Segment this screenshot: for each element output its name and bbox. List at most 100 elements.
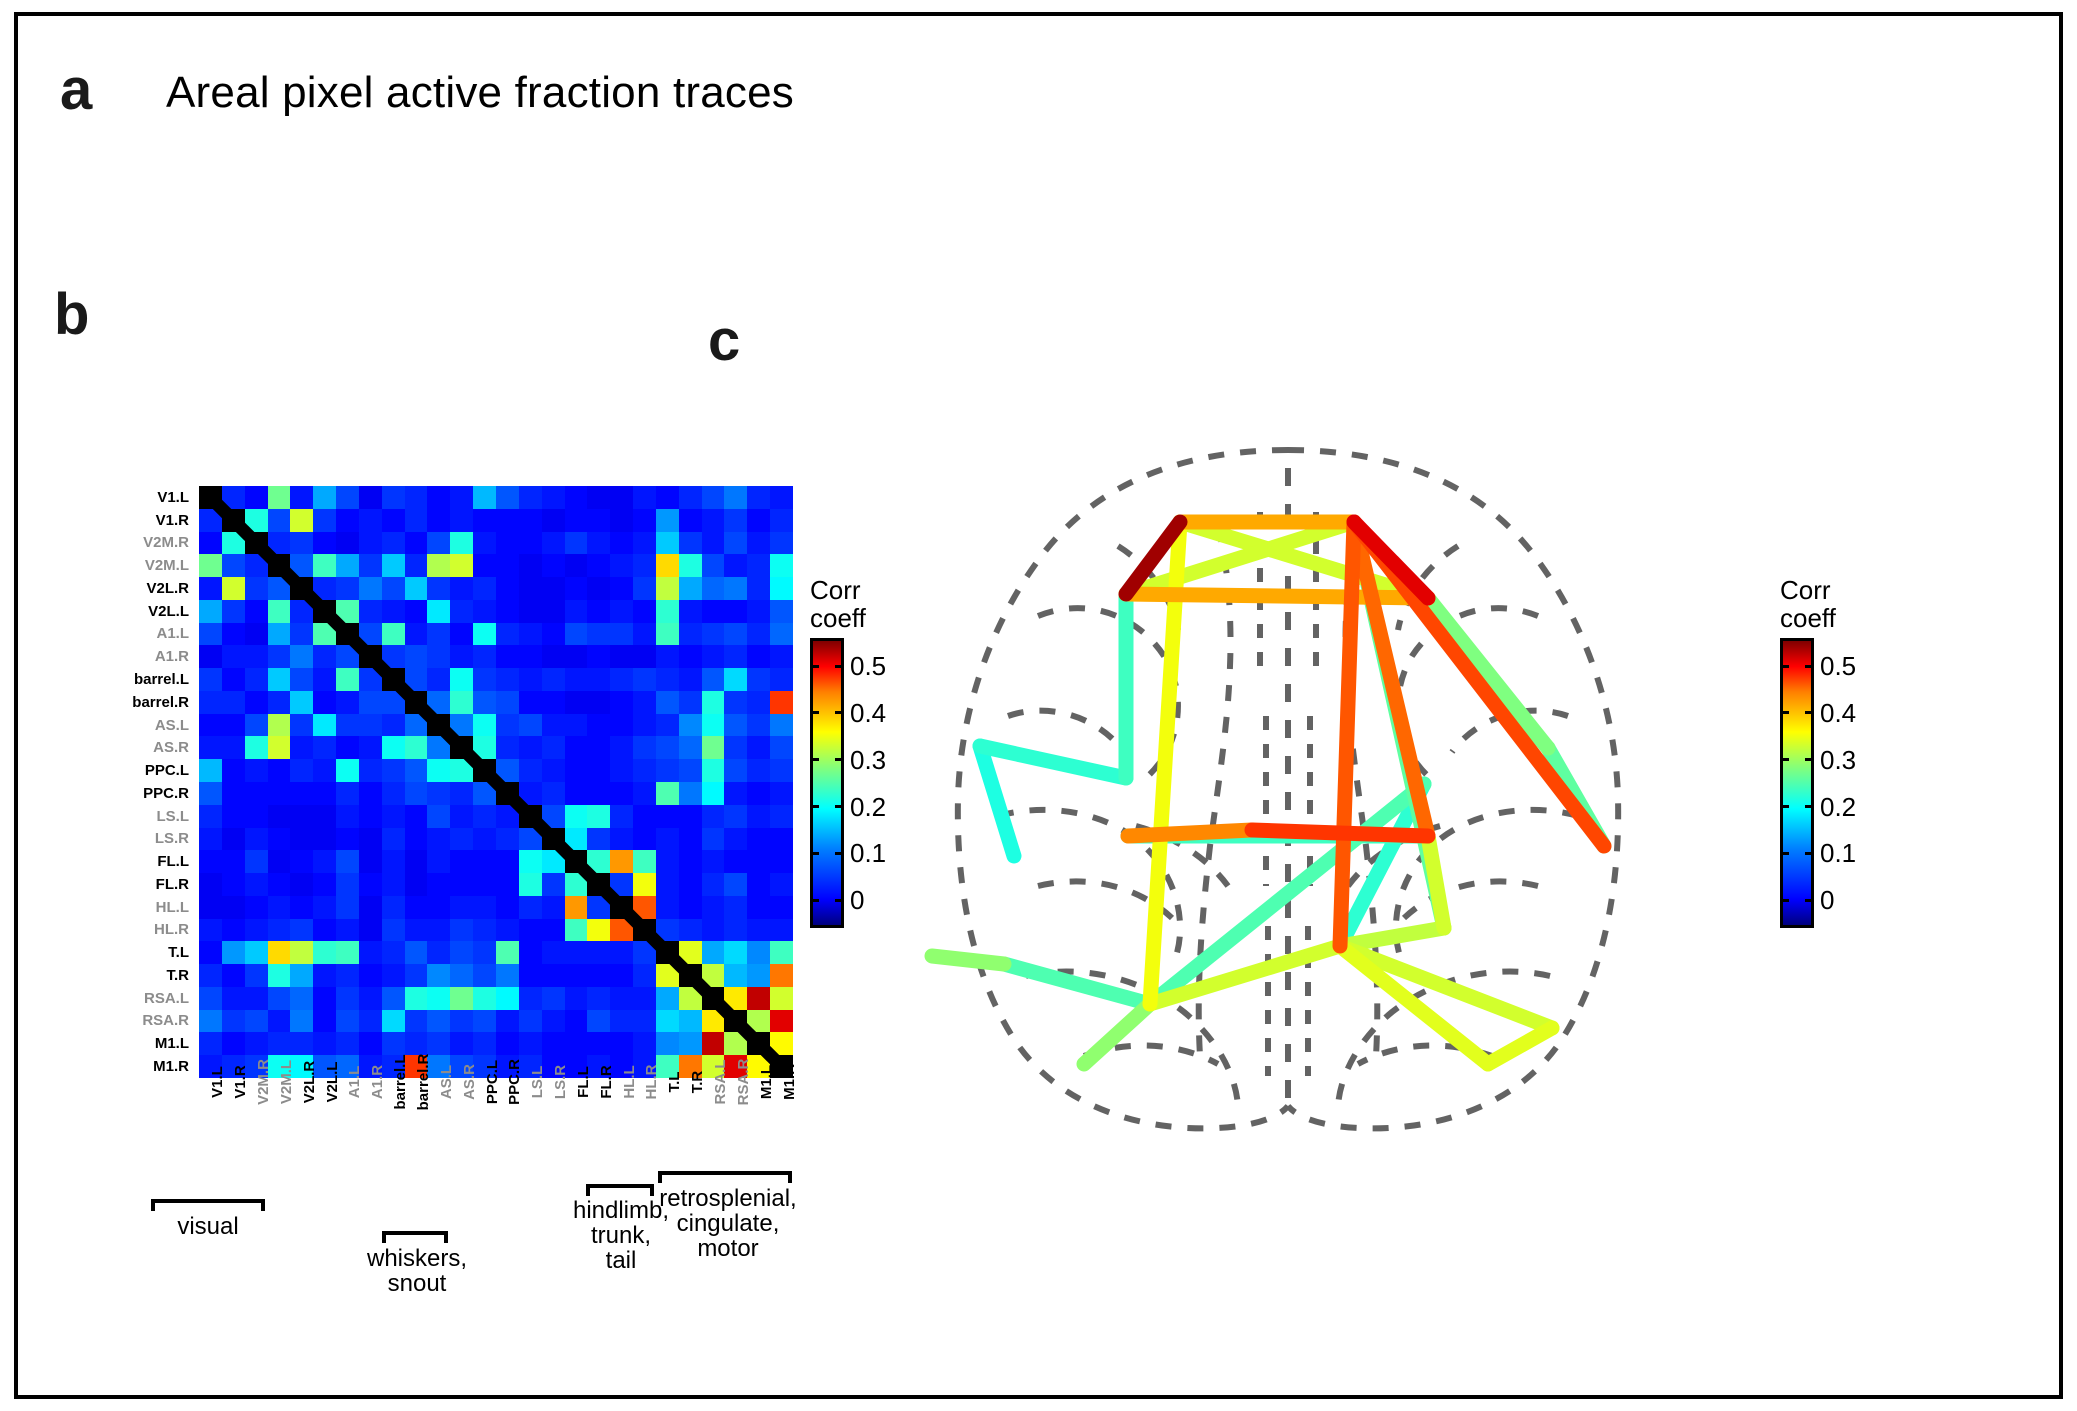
panel-b-colorbar-tick-labels: 0.5 0.4 0.3 0.2 0.1 0: [850, 638, 920, 928]
panel-b-colorbar-ticks: [810, 638, 844, 928]
group-label-hindlimb: hindlimb, trunk, tail: [572, 1197, 670, 1275]
colorbar-tick-label: 0.1: [850, 838, 887, 869]
matrix-row-label: HL.R: [154, 921, 189, 939]
colorbar-tick: [1805, 898, 1814, 902]
brain-network-edge[interactable]: [1118, 586, 1436, 606]
matrix-row-label: V1.R: [155, 511, 189, 529]
brain-network-edge[interactable]: [1172, 514, 1436, 606]
matrix-row-label: T.R: [166, 966, 190, 984]
brain-network-edge[interactable]: [996, 956, 1158, 1012]
matrix-row-label: T.L: [168, 944, 189, 962]
correlation-matrix-canvas[interactable]: [199, 486, 793, 1078]
colorbar-tick-label: 0.5: [850, 651, 887, 682]
panel-a-title: Areal pixel active fraction traces: [166, 68, 794, 117]
colorbar-tick-label: 0: [850, 885, 865, 916]
colorbar-tick: [835, 898, 844, 902]
colorbar-tick: [810, 711, 819, 715]
brain-outline-path: [1116, 543, 1181, 631]
matrix-col-label: LS.L: [529, 1065, 547, 1099]
matrix-row-label: LS.L: [156, 807, 190, 825]
brain-network-edge[interactable]: [1420, 828, 1452, 936]
colorbar-tick: [1780, 758, 1789, 762]
group-bracket-hindlimb: [586, 1184, 654, 1196]
colorbar-tick: [1780, 711, 1789, 715]
brain-outline-path: [1395, 543, 1460, 631]
brain-network-edge[interactable]: [1142, 938, 1348, 1012]
brain-network-edge[interactable]: [1332, 514, 1362, 954]
colorbar-tick: [1780, 898, 1789, 902]
matrix-col-label: HL.L: [620, 1065, 638, 1099]
brain-network-edge[interactable]: [1076, 996, 1158, 1072]
matrix-row-label: PPC.L: [144, 762, 189, 780]
colorbar-tick: [835, 711, 844, 715]
brain-network-edge[interactable]: [1120, 822, 1260, 844]
colorbar-tick: [810, 758, 819, 762]
brain-network-diagram[interactable]: [888, 416, 1688, 1156]
colorbar-tick: [1805, 664, 1814, 668]
colorbar-tick-label: 0.1: [1820, 838, 1857, 869]
group-bracket-whiskers: [382, 1231, 448, 1243]
brain-network-edge[interactable]: [1332, 776, 1432, 954]
brain-network-edge[interactable]: [1142, 776, 1432, 1012]
colorbar-tick: [810, 664, 819, 668]
matrix-col-label: V2M.L: [277, 1059, 295, 1105]
matrix-row-label: RSA.R: [142, 1012, 189, 1030]
brain-network-edge[interactable]: [1480, 1020, 1560, 1072]
colorbar-tick-label: 0.4: [850, 697, 887, 728]
panel-c-colorbar: Corr coeff 0.5 0.4 0.3 0.2 0.1 0: [1780, 575, 1856, 929]
brain-network-edge[interactable]: [1118, 514, 1362, 602]
group-label-retrosplenial: retrosplenial, cingulate, motor: [659, 1185, 797, 1263]
brain-network-edge[interactable]: [1346, 514, 1436, 606]
brain-network-edge[interactable]: [1332, 938, 1496, 1072]
group-label-whiskers: whiskers, snout: [366, 1245, 468, 1298]
brain-network-edge[interactable]: [1332, 938, 1560, 1036]
colorbar-tick: [1805, 851, 1814, 855]
brain-network-edge[interactable]: [1118, 514, 1188, 602]
colorbar-tick-label: 0.2: [850, 791, 887, 822]
matrix-col-label: FL.L: [574, 1066, 592, 1098]
matrix-col-label: V2M.R: [255, 1059, 273, 1105]
matrix-col-label: V2L.R: [300, 1060, 318, 1104]
panel-c-letter: c: [708, 308, 741, 373]
brain-outline-path: [1335, 968, 1551, 1107]
group-label-visual: visual: [177, 1213, 239, 1240]
matrix-col-label: FL.R: [597, 1065, 615, 1099]
brain-network-edge[interactable]: [1346, 514, 1436, 844]
colorbar-tick: [835, 664, 844, 668]
brain-network-edge[interactable]: [1420, 590, 1556, 756]
brain-network-edge[interactable]: [924, 948, 1012, 972]
brain-network-edge[interactable]: [1142, 514, 1188, 1012]
colorbar-tick-label: 0.5: [1820, 651, 1857, 682]
matrix-col-label: PPC.L: [483, 1059, 501, 1105]
brain-outline-path: [1037, 878, 1175, 921]
brain-network-edge[interactable]: [1332, 920, 1452, 954]
brain-network-edge[interactable]: [1244, 822, 1436, 844]
colorbar-tick-label: 0.4: [1820, 697, 1857, 728]
matrix-col-label: barrel.R: [415, 1053, 433, 1111]
matrix-col-label: HL.R: [643, 1064, 661, 1100]
matrix-row-label: barrel.L: [133, 671, 189, 688]
figure-frame: a Areal pixel active fraction traces b V…: [14, 12, 2063, 1399]
brain-outline-path: [1007, 707, 1127, 754]
matrix-col-label: PPC.R: [506, 1059, 524, 1105]
panel-c-colorbar-ticks: [1780, 638, 1814, 928]
brain-network-edge[interactable]: [972, 738, 1134, 786]
matrix-row-label: LS.R: [154, 830, 189, 848]
colorbar-tick: [810, 898, 819, 902]
brain-network-edges[interactable]: [924, 514, 1612, 1072]
matrix-row-label: V2L.R: [146, 579, 189, 597]
matrix-row-label: AS.R: [153, 739, 189, 757]
matrix-row-label: AS.L: [154, 716, 189, 734]
colorbar-tick-label: 0.3: [850, 744, 887, 775]
brain-network-edge[interactable]: [1346, 514, 1612, 854]
brain-outline-path: [1395, 605, 1540, 779]
correlation-matrix[interactable]: [199, 486, 793, 1078]
brain-outline-path: [1025, 968, 1241, 1107]
group-bracket-visual: [151, 1199, 265, 1211]
panel-b-letter: b: [54, 282, 90, 347]
matrix-row-label: PPC.R: [143, 784, 189, 802]
brain-network-edge[interactable]: [972, 738, 1022, 864]
colorbar-tick: [1780, 851, 1789, 855]
matrix-row-label: barrel.R: [132, 693, 189, 711]
panel-c-colorbar-title-line1: Corr: [1780, 575, 1831, 605]
